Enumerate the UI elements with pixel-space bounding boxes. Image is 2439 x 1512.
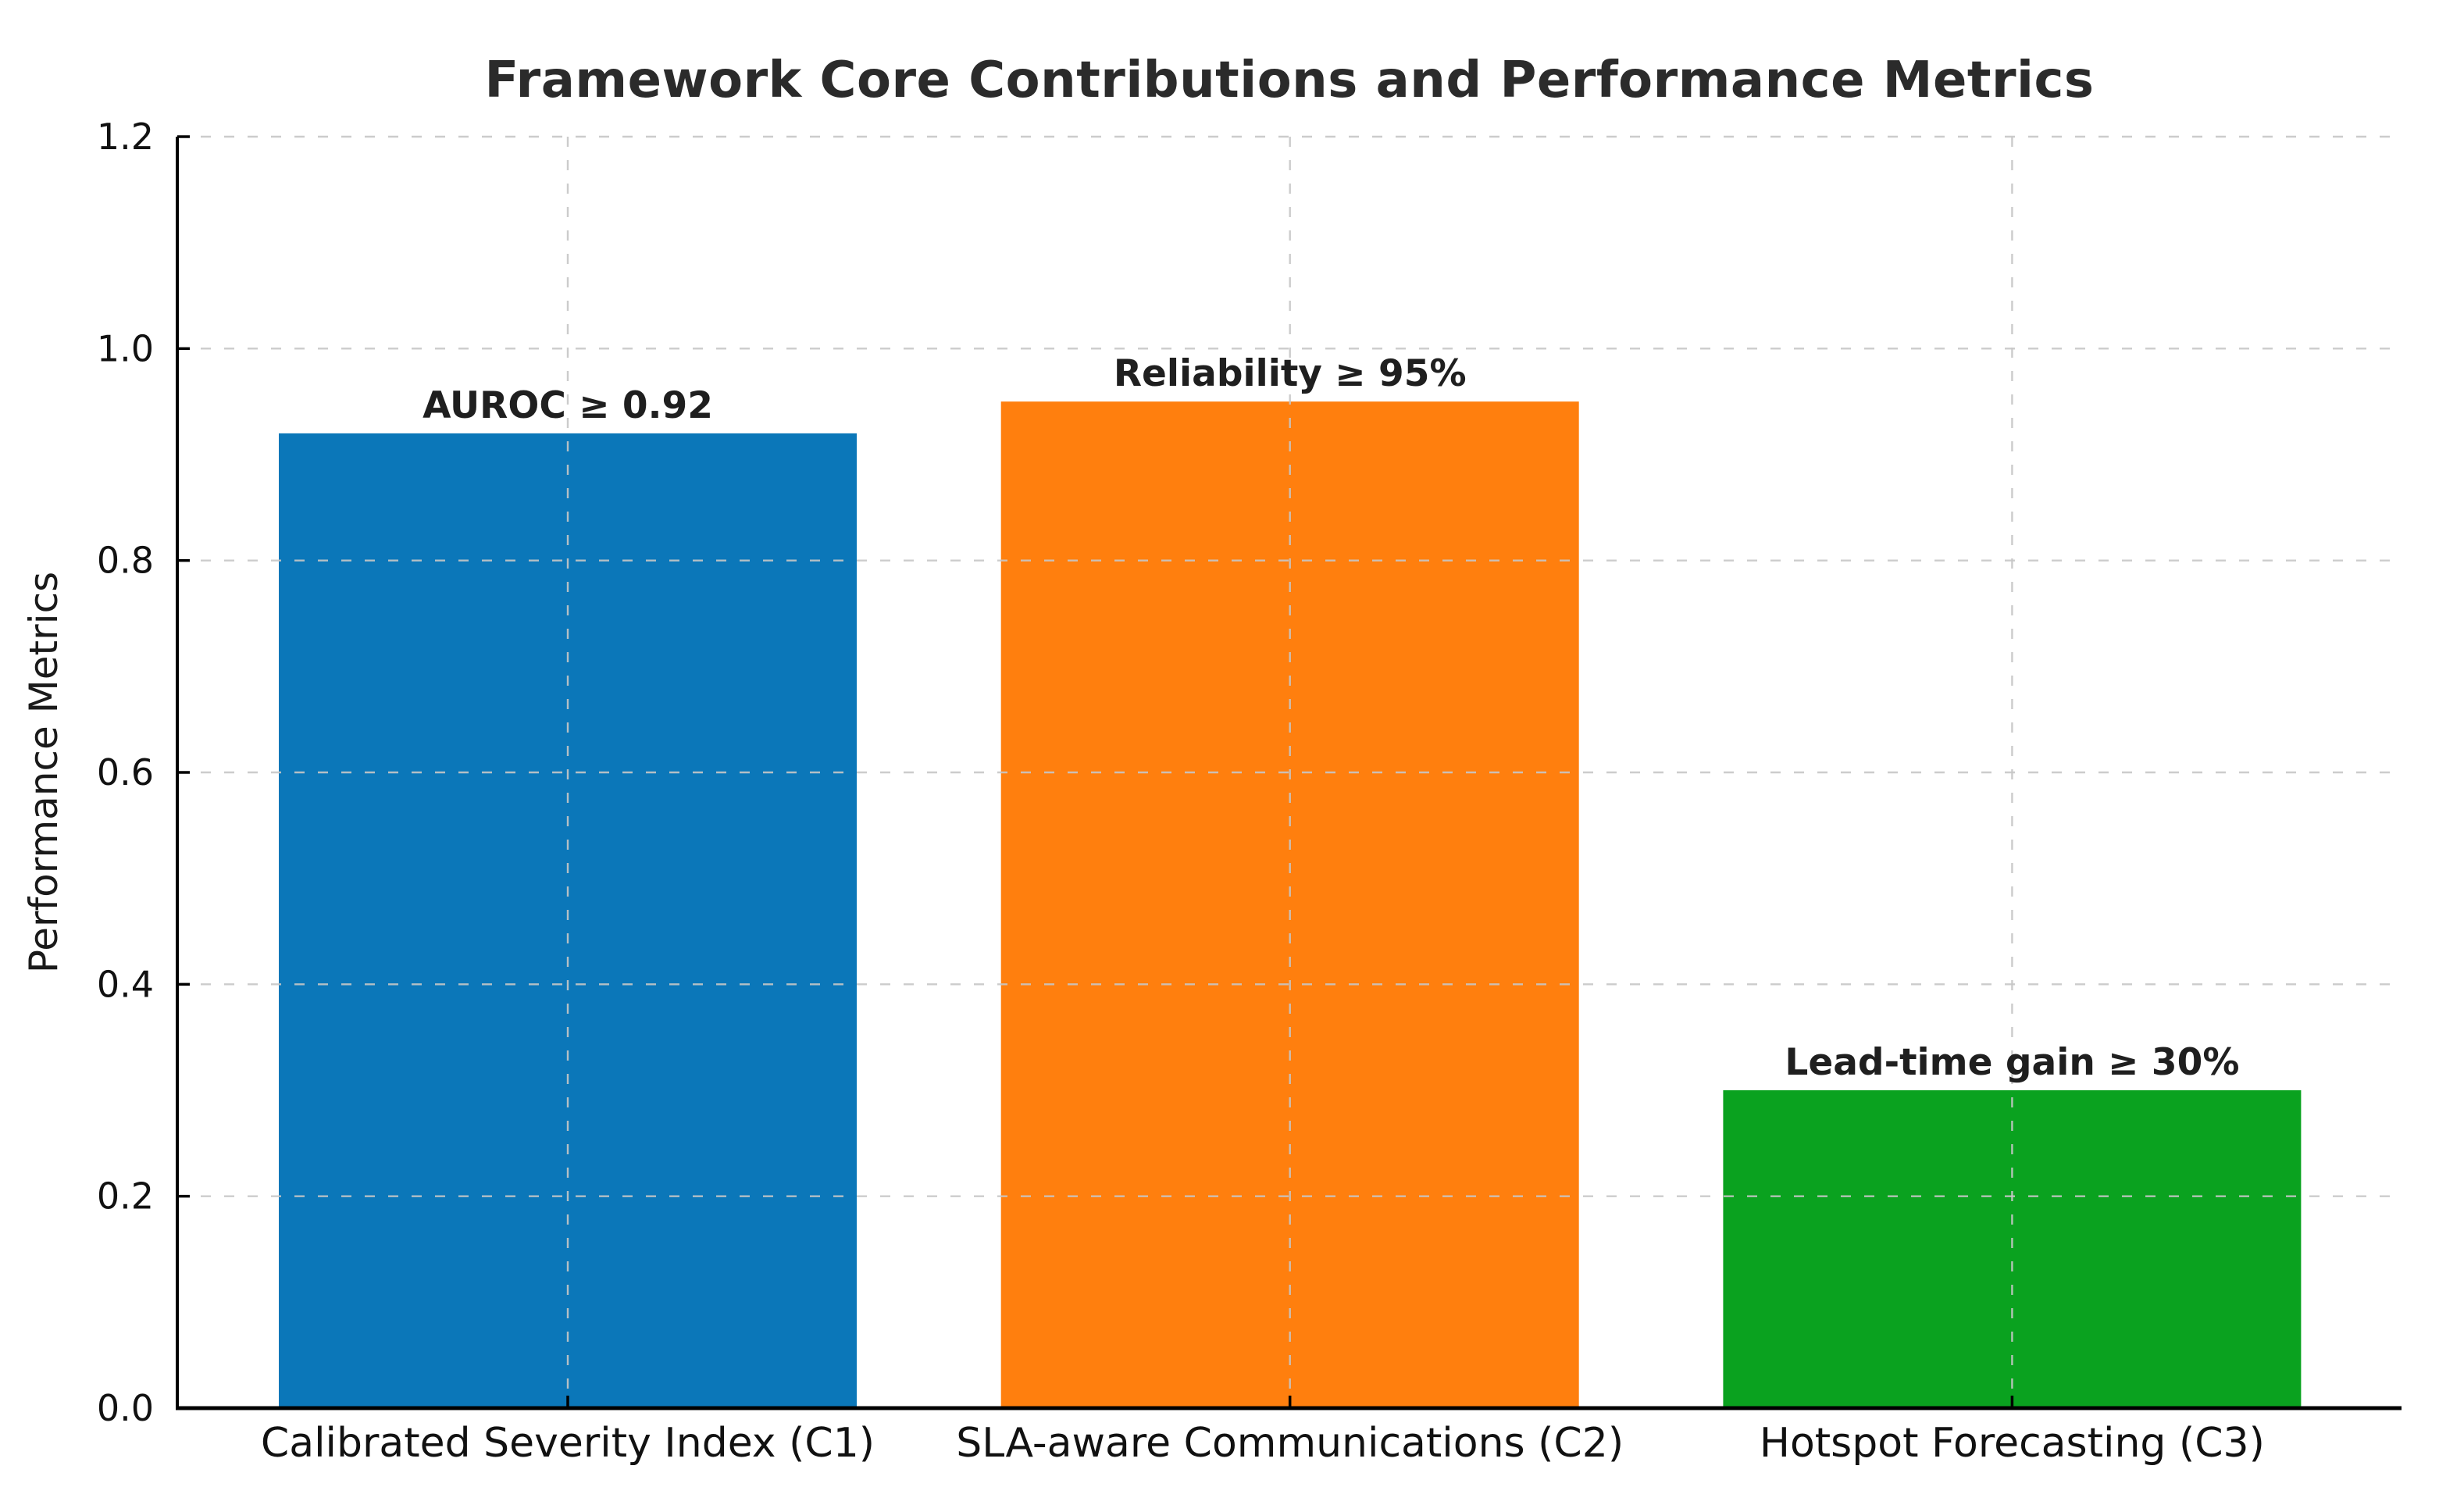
x-category-label: Calibrated Severity Index (C1)	[261, 1420, 875, 1467]
y-tick-label: 0.8	[97, 540, 154, 582]
y-tick-label: 0.0	[97, 1387, 154, 1429]
y-tick-label: 0.4	[97, 963, 154, 1005]
bar-2	[1000, 401, 1579, 1408]
bar-annotation: Reliability ≥ 95%	[1114, 352, 1467, 395]
y-tick-label: 0.6	[97, 751, 154, 793]
bar-annotation: AUROC ≥ 0.92	[423, 384, 713, 427]
y-tick-label: 1.0	[97, 327, 154, 369]
y-tick-label: 1.2	[97, 116, 154, 158]
x-category-label: Hotspot Forecasting (C3)	[1760, 1420, 2265, 1467]
y-tick-label: 0.2	[97, 1175, 154, 1218]
bar-annotation: Lead-time gain ≥ 30%	[1785, 1041, 2239, 1084]
chart-title: Framework Core Contributions and Perform…	[484, 52, 2095, 109]
x-category-label: SLA-aware Communications (C2)	[956, 1420, 1624, 1467]
